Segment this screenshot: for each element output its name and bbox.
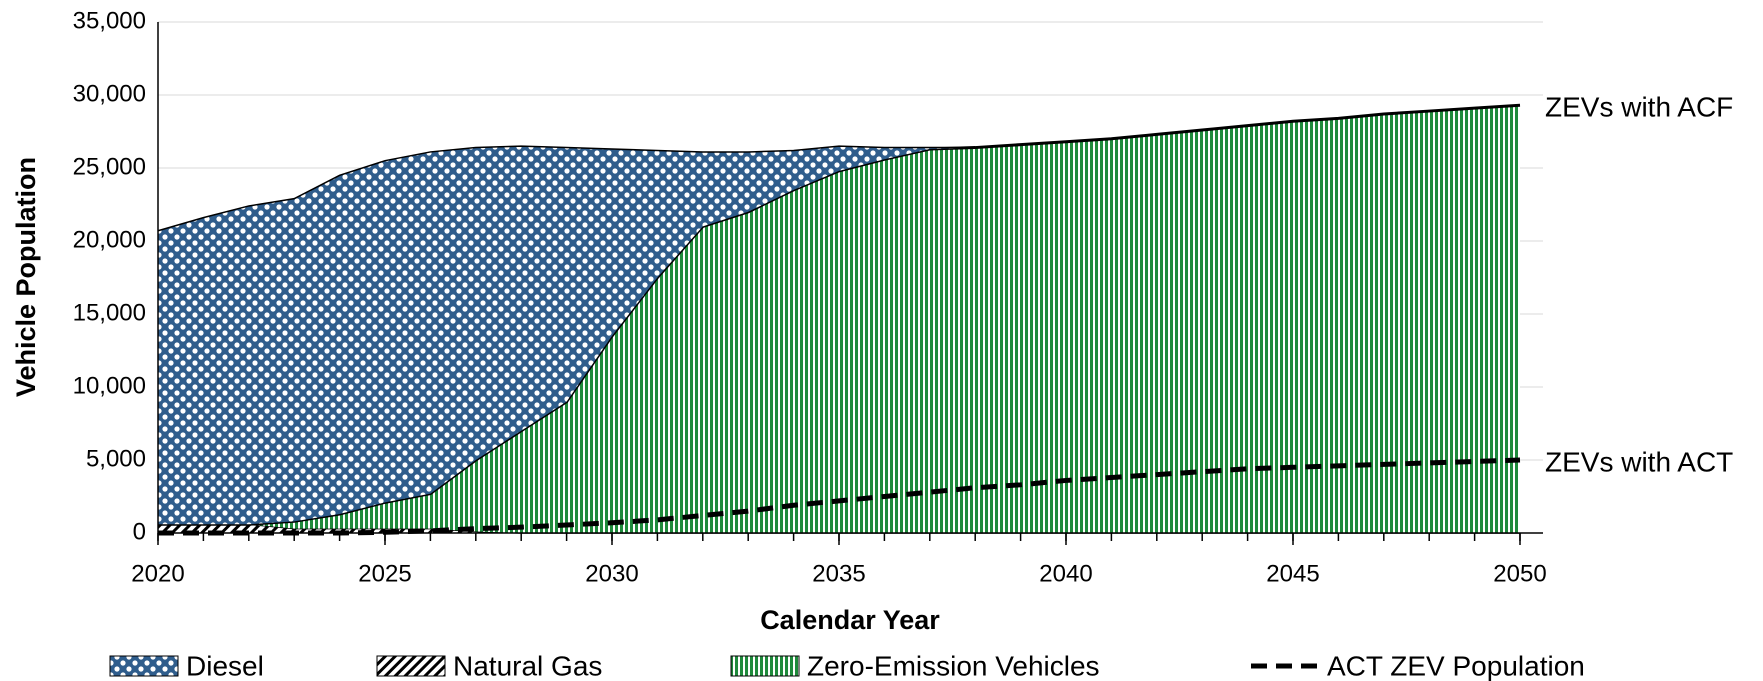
y-tick-label: 15,000: [73, 299, 146, 326]
x-tick-label: 2040: [1039, 560, 1092, 587]
legend-swatch: [730, 655, 800, 677]
x-axis-title: Calendar Year: [760, 605, 940, 635]
legend-label: Zero-Emission Vehicles: [807, 650, 1100, 681]
x-tick-label: 2025: [358, 560, 411, 587]
area: [158, 105, 1520, 533]
legend-label: Diesel: [186, 650, 264, 681]
legend-label: ACT ZEV Population: [1327, 650, 1585, 681]
y-tick-label: 20,000: [73, 226, 146, 253]
x-tick-label: 2050: [1493, 560, 1546, 587]
y-tick-label: 0: [133, 518, 146, 545]
y-tick-label: 35,000: [73, 7, 146, 34]
x-tick-label: 2030: [585, 560, 638, 587]
legend-swatch: [376, 655, 446, 677]
x-tick-label: 2020: [131, 560, 184, 587]
y-tick-label: 10,000: [73, 372, 146, 399]
area: [158, 105, 1520, 525]
legend-label: Natural Gas: [453, 650, 602, 681]
y-tick-label: 5,000: [86, 445, 146, 472]
y-tick-label: 30,000: [73, 80, 146, 107]
legend-swatch: [109, 655, 179, 677]
annotation: ZEVs with ACT: [1545, 446, 1733, 477]
y-axis-title: Vehicle Population: [11, 157, 41, 397]
y-tick-label: 25,000: [73, 153, 146, 180]
x-tick-label: 2035: [812, 560, 865, 587]
area-edge: [157, 104, 1521, 232]
annotation: ZEVs with ACF: [1545, 92, 1733, 123]
x-tick-label: 2045: [1266, 560, 1319, 587]
